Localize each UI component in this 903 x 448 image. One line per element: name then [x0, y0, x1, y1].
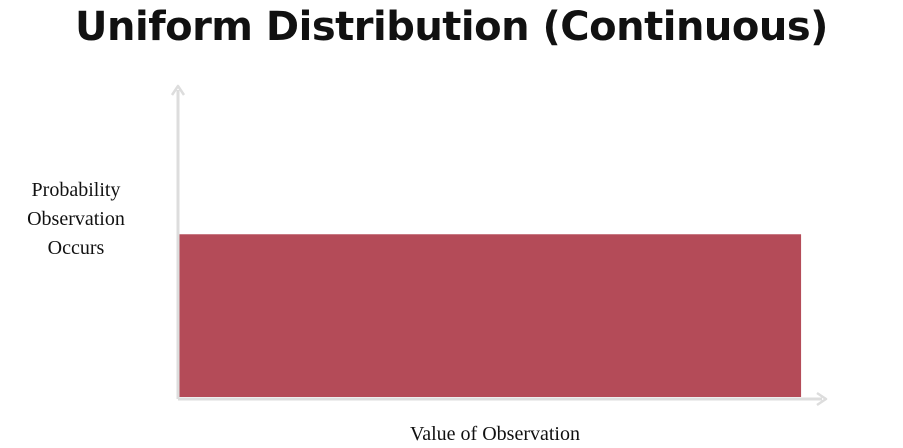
- plot-area: [170, 84, 828, 407]
- x-axis-arrow: [816, 391, 828, 407]
- y-axis-label-line-2: Observation: [27, 208, 125, 230]
- y-axis-label: Probability Observation Occurs: [8, 176, 144, 263]
- x-axis-label: Value of Observation: [410, 423, 580, 445]
- y-axis-arrow: [170, 84, 186, 96]
- y-axis-label-line-1: Probability: [31, 179, 121, 201]
- chart-title: Uniform Distribution (Continuous): [75, 4, 828, 50]
- y-axis-label-line-3: Occurs: [47, 237, 105, 259]
- uniform-density-area: [179, 234, 802, 397]
